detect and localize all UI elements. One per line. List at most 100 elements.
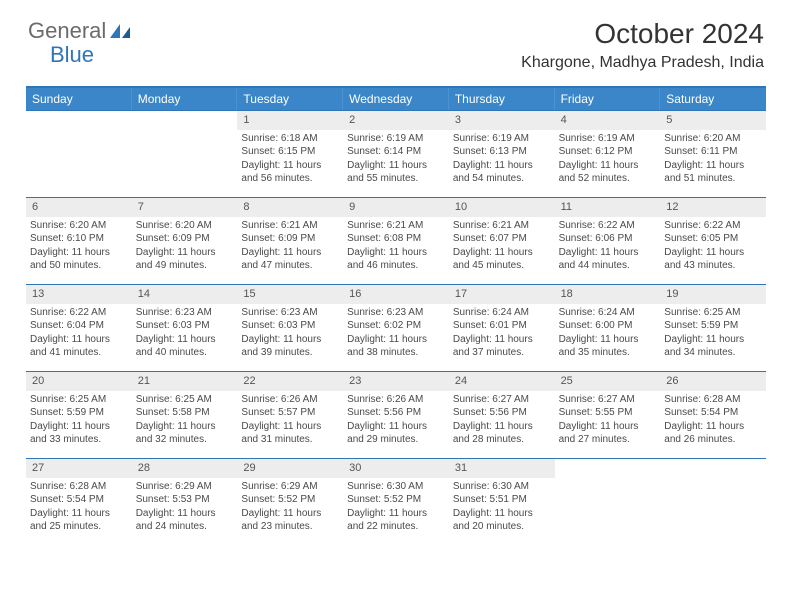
day-number: 26: [660, 372, 766, 391]
sunset-line: Sunset: 5:56 PM: [347, 406, 445, 420]
day-body: Sunrise: 6:29 AMSunset: 5:52 PMDaylight:…: [237, 478, 343, 538]
day-number: 15: [237, 285, 343, 304]
sunset-line: Sunset: 6:02 PM: [347, 319, 445, 333]
daylight-line: Daylight: 11 hours and 28 minutes.: [453, 420, 551, 447]
day-cell: 11Sunrise: 6:22 AMSunset: 6:06 PMDayligh…: [555, 198, 661, 284]
day-cell: 14Sunrise: 6:23 AMSunset: 6:03 PMDayligh…: [132, 285, 238, 371]
day-number: 17: [449, 285, 555, 304]
day-body: Sunrise: 6:26 AMSunset: 5:57 PMDaylight:…: [237, 391, 343, 451]
day-number: 7: [132, 198, 238, 217]
daylight-line: Daylight: 11 hours and 44 minutes.: [559, 246, 657, 273]
daylight-line: Daylight: 11 hours and 38 minutes.: [347, 333, 445, 360]
daylight-line: Daylight: 11 hours and 46 minutes.: [347, 246, 445, 273]
day-cell: 4Sunrise: 6:19 AMSunset: 6:12 PMDaylight…: [555, 111, 661, 197]
day-number: 27: [26, 459, 132, 478]
daylight-line: Daylight: 11 hours and 33 minutes.: [30, 420, 128, 447]
daylight-line: Daylight: 11 hours and 49 minutes.: [136, 246, 234, 273]
day-body: Sunrise: 6:28 AMSunset: 5:54 PMDaylight:…: [660, 391, 766, 451]
sunrise-line: Sunrise: 6:28 AM: [664, 393, 762, 407]
day-cell: 25Sunrise: 6:27 AMSunset: 5:55 PMDayligh…: [555, 372, 661, 458]
sunrise-line: Sunrise: 6:18 AM: [241, 132, 339, 146]
day-cell: 2Sunrise: 6:19 AMSunset: 6:14 PMDaylight…: [343, 111, 449, 197]
sunrise-line: Sunrise: 6:24 AM: [559, 306, 657, 320]
sunrise-line: Sunrise: 6:25 AM: [664, 306, 762, 320]
sunrise-line: Sunrise: 6:30 AM: [453, 480, 551, 494]
day-body: Sunrise: 6:20 AMSunset: 6:09 PMDaylight:…: [132, 217, 238, 277]
daylight-line: Daylight: 11 hours and 22 minutes.: [347, 507, 445, 534]
sunrise-line: Sunrise: 6:19 AM: [453, 132, 551, 146]
daylight-line: Daylight: 11 hours and 55 minutes.: [347, 159, 445, 186]
sunrise-line: Sunrise: 6:23 AM: [241, 306, 339, 320]
sunset-line: Sunset: 6:03 PM: [241, 319, 339, 333]
sunrise-line: Sunrise: 6:27 AM: [453, 393, 551, 407]
day-cell: 16Sunrise: 6:23 AMSunset: 6:02 PMDayligh…: [343, 285, 449, 371]
daylight-line: Daylight: 11 hours and 34 minutes.: [664, 333, 762, 360]
week-row: 1Sunrise: 6:18 AMSunset: 6:15 PMDaylight…: [26, 110, 766, 197]
day-body: Sunrise: 6:25 AMSunset: 5:59 PMDaylight:…: [660, 304, 766, 364]
daylight-line: Daylight: 11 hours and 40 minutes.: [136, 333, 234, 360]
sunset-line: Sunset: 6:12 PM: [559, 145, 657, 159]
daylight-line: Daylight: 11 hours and 35 minutes.: [559, 333, 657, 360]
day-number: 4: [555, 111, 661, 130]
sunset-line: Sunset: 5:52 PM: [347, 493, 445, 507]
day-cell-empty: [660, 459, 766, 545]
sunrise-line: Sunrise: 6:20 AM: [30, 219, 128, 233]
day-number: 18: [555, 285, 661, 304]
daylight-line: Daylight: 11 hours and 20 minutes.: [453, 507, 551, 534]
day-body: Sunrise: 6:23 AMSunset: 6:03 PMDaylight:…: [237, 304, 343, 364]
day-body: Sunrise: 6:19 AMSunset: 6:14 PMDaylight:…: [343, 130, 449, 190]
day-cell: 7Sunrise: 6:20 AMSunset: 6:09 PMDaylight…: [132, 198, 238, 284]
sunrise-line: Sunrise: 6:19 AM: [559, 132, 657, 146]
brand-part1: General: [28, 18, 106, 44]
day-body: Sunrise: 6:19 AMSunset: 6:12 PMDaylight:…: [555, 130, 661, 190]
daylight-line: Daylight: 11 hours and 27 minutes.: [559, 420, 657, 447]
day-cell: 12Sunrise: 6:22 AMSunset: 6:05 PMDayligh…: [660, 198, 766, 284]
day-body: Sunrise: 6:26 AMSunset: 5:56 PMDaylight:…: [343, 391, 449, 451]
sunrise-line: Sunrise: 6:25 AM: [136, 393, 234, 407]
day-body: Sunrise: 6:24 AMSunset: 6:00 PMDaylight:…: [555, 304, 661, 364]
sunset-line: Sunset: 5:59 PM: [30, 406, 128, 420]
day-cell: 10Sunrise: 6:21 AMSunset: 6:07 PMDayligh…: [449, 198, 555, 284]
weekday-header-cell: Sunday: [26, 88, 132, 110]
daylight-line: Daylight: 11 hours and 32 minutes.: [136, 420, 234, 447]
day-body: Sunrise: 6:21 AMSunset: 6:07 PMDaylight:…: [449, 217, 555, 277]
daylight-line: Daylight: 11 hours and 26 minutes.: [664, 420, 762, 447]
month-title: October 2024: [521, 18, 764, 50]
day-cell: 30Sunrise: 6:30 AMSunset: 5:52 PMDayligh…: [343, 459, 449, 545]
week-row: 27Sunrise: 6:28 AMSunset: 5:54 PMDayligh…: [26, 458, 766, 545]
day-cell: 28Sunrise: 6:29 AMSunset: 5:53 PMDayligh…: [132, 459, 238, 545]
sunset-line: Sunset: 6:06 PM: [559, 232, 657, 246]
weeks-container: 1Sunrise: 6:18 AMSunset: 6:15 PMDaylight…: [26, 110, 766, 545]
daylight-line: Daylight: 11 hours and 39 minutes.: [241, 333, 339, 360]
daylight-line: Daylight: 11 hours and 24 minutes.: [136, 507, 234, 534]
week-row: 13Sunrise: 6:22 AMSunset: 6:04 PMDayligh…: [26, 284, 766, 371]
sunrise-line: Sunrise: 6:25 AM: [30, 393, 128, 407]
page-header: General Blue October 2024 Khargone, Madh…: [0, 0, 792, 80]
daylight-line: Daylight: 11 hours and 43 minutes.: [664, 246, 762, 273]
day-cell: 15Sunrise: 6:23 AMSunset: 6:03 PMDayligh…: [237, 285, 343, 371]
sunset-line: Sunset: 5:55 PM: [559, 406, 657, 420]
day-body: Sunrise: 6:23 AMSunset: 6:03 PMDaylight:…: [132, 304, 238, 364]
daylight-line: Daylight: 11 hours and 25 minutes.: [30, 507, 128, 534]
day-number: 12: [660, 198, 766, 217]
day-body: Sunrise: 6:21 AMSunset: 6:09 PMDaylight:…: [237, 217, 343, 277]
sunset-line: Sunset: 6:14 PM: [347, 145, 445, 159]
day-cell: 1Sunrise: 6:18 AMSunset: 6:15 PMDaylight…: [237, 111, 343, 197]
day-cell: 5Sunrise: 6:20 AMSunset: 6:11 PMDaylight…: [660, 111, 766, 197]
day-number: 11: [555, 198, 661, 217]
sunset-line: Sunset: 6:13 PM: [453, 145, 551, 159]
day-number: 22: [237, 372, 343, 391]
sunset-line: Sunset: 6:08 PM: [347, 232, 445, 246]
day-cell: 19Sunrise: 6:25 AMSunset: 5:59 PMDayligh…: [660, 285, 766, 371]
day-number: 9: [343, 198, 449, 217]
day-body: Sunrise: 6:22 AMSunset: 6:05 PMDaylight:…: [660, 217, 766, 277]
sunrise-line: Sunrise: 6:22 AM: [30, 306, 128, 320]
day-number: 6: [26, 198, 132, 217]
day-body: Sunrise: 6:23 AMSunset: 6:02 PMDaylight:…: [343, 304, 449, 364]
brand-logo: General Blue: [28, 18, 132, 44]
weekday-header-cell: Tuesday: [237, 88, 343, 110]
sunset-line: Sunset: 5:54 PM: [30, 493, 128, 507]
daylight-line: Daylight: 11 hours and 54 minutes.: [453, 159, 551, 186]
sunset-line: Sunset: 5:52 PM: [241, 493, 339, 507]
sunrise-line: Sunrise: 6:29 AM: [136, 480, 234, 494]
